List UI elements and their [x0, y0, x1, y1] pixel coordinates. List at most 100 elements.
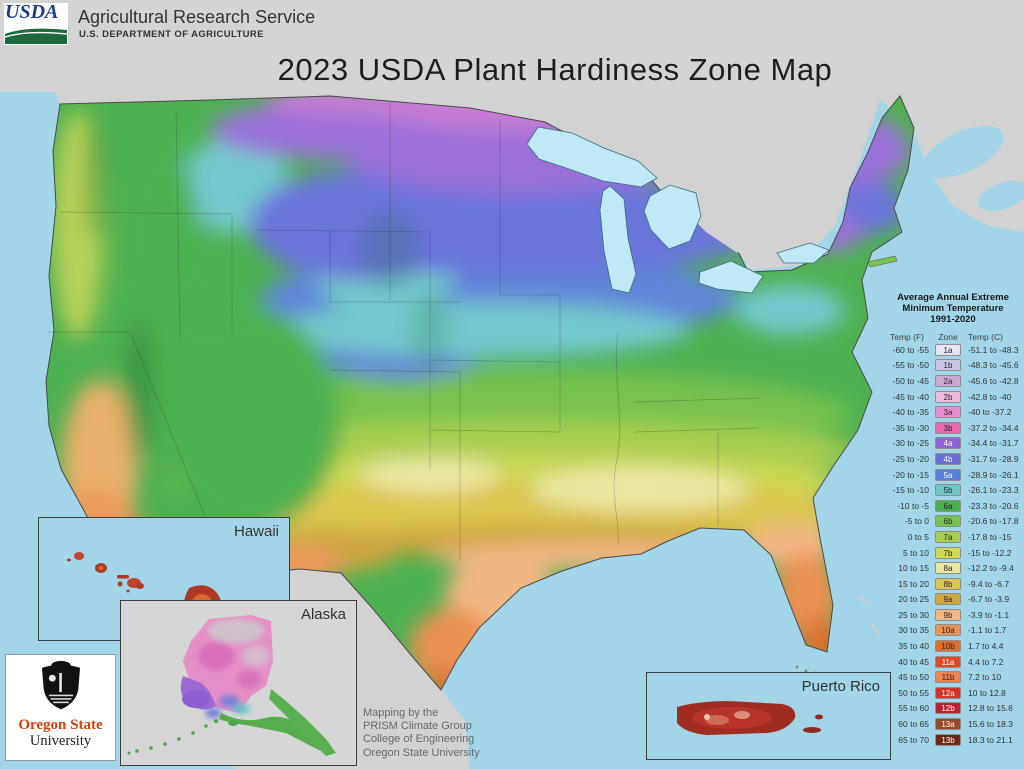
osu-wordmark-line2: University — [29, 733, 92, 749]
legend-temp-c: -17.8 to -15 — [968, 531, 1012, 542]
mapping-credit-line: College of Engineering — [363, 733, 475, 746]
long-island — [867, 255, 898, 268]
zone-legend: Average Annual Extreme Minimum Temperatu… — [882, 292, 1024, 747]
legend-zone-chip: 2a — [935, 374, 961, 387]
legend-temp-c: -37.2 to -34.4 — [968, 422, 1019, 433]
legend-zone-chip: 7a — [935, 530, 961, 543]
legend-temp-c: -9.4 to -6.7 — [968, 578, 1010, 589]
legend-zone-chip: 4b — [935, 452, 961, 465]
legend-zone-chip: 5a — [935, 468, 961, 481]
legend-temp-f: -55 to -50 — [892, 360, 929, 371]
agency-name: Agricultural Research Service — [78, 7, 316, 27]
legend-temp-f: 65 to 70 — [898, 734, 929, 745]
puerto-rico-inset: Puerto Rico — [646, 672, 891, 760]
legend-temp-f: 35 to 40 — [898, 641, 929, 652]
lake-huron — [643, 184, 702, 250]
legend-row: 65 to 70 13b 18.3 to 21.1 — [882, 732, 1024, 748]
legend-temp-f: -30 to -25 — [892, 438, 929, 449]
legend-temp-f: 0 to 5 — [907, 531, 929, 542]
legend-header-row: Temp (F) Zone Temp (C) — [882, 332, 1024, 342]
canada-landmass — [55, 92, 1024, 270]
legend-temp-f: -5 to 0 — [904, 516, 929, 527]
legend-zone-chip: 12a — [935, 686, 961, 699]
legend-col-temp-f: Temp (F) — [890, 332, 924, 342]
legend-temp-c: -23.3 to -20.6 — [968, 500, 1019, 511]
legend-temp-f: -10 to -5 — [897, 500, 929, 511]
department-name: U.S. DEPARTMENT OF AGRICULTURE — [79, 29, 264, 40]
header-strip — [0, 0, 1024, 92]
legend-row: -30 to -25 4a -34.4 to -31.7 — [882, 436, 1024, 452]
legend-temp-c: -42.8 to -40 — [968, 391, 1012, 402]
osu-wordmark-line1: Oregon State — [18, 717, 103, 733]
legend-temp-f: 60 to 65 — [898, 719, 929, 730]
legend-temp-c: -20.6 to -17.8 — [968, 516, 1019, 527]
legend-temp-f: -25 to -20 — [892, 453, 929, 464]
usda-logo-wordmark: USDA — [5, 1, 59, 23]
legend-temp-f: 55 to 60 — [898, 703, 929, 714]
legend-temp-c: -6.7 to -3.9 — [968, 594, 1010, 605]
lake-ontario — [776, 242, 830, 264]
legend-temp-f: 10 to 15 — [898, 563, 929, 574]
legend-temp-f: 40 to 45 — [898, 656, 929, 667]
lake-erie — [698, 260, 764, 294]
legend-temp-f: 20 to 25 — [898, 594, 929, 605]
legend-zone-chip: 10b — [935, 640, 961, 653]
legend-temp-c: -45.6 to -42.8 — [968, 375, 1019, 386]
gulf-of-st-lawrence — [922, 126, 1004, 178]
legend-row: 20 to 25 9a -6.7 to -3.9 — [882, 592, 1024, 608]
legend-temp-f: 25 to 30 — [898, 609, 929, 620]
legend-temp-c: 10 to 12.8 — [968, 687, 1006, 698]
legend-row: -50 to -45 2a -45.6 to -42.8 — [882, 373, 1024, 389]
legend-zone-chip: 3a — [935, 406, 961, 419]
legend-row: 10 to 15 8a -12.2 to -9.4 — [882, 560, 1024, 576]
mapping-credit: Mapping by the PRISM Climate Group Colle… — [363, 707, 480, 760]
legend-row: 35 to 40 10b 1.7 to 4.4 — [882, 638, 1024, 654]
legend-zone-chip: 11b — [935, 671, 961, 684]
mapping-credit-line: Oregon State University — [363, 746, 480, 759]
legend-row: -45 to -40 2b -42.8 to -40 — [882, 389, 1024, 405]
legend-row: 60 to 65 13a 15.6 to 18.3 — [882, 716, 1024, 732]
alaska-label: Alaska — [300, 606, 346, 623]
puerto-rico-label: Puerto Rico — [801, 678, 880, 695]
legend-temp-f: -35 to -30 — [892, 422, 929, 433]
legend-zone-chip: 13a — [935, 718, 961, 731]
lake-superior — [526, 126, 658, 188]
legend-row: -10 to -5 6a -23.3 to -20.6 — [882, 498, 1024, 514]
legend-temp-c: 1.7 to 4.4 — [968, 641, 1004, 652]
legend-temp-c: -15 to -12.2 — [968, 547, 1012, 558]
legend-temp-f: -15 to -10 — [892, 485, 929, 496]
osu-crest-icon — [41, 660, 80, 710]
great-lakes — [526, 126, 830, 294]
legend-row: 50 to 55 12a 10 to 12.8 — [882, 685, 1024, 701]
legend-zone-chip: 1b — [935, 359, 961, 372]
legend-temp-f: -20 to -15 — [892, 469, 929, 480]
legend-zone-chip: 10a — [935, 624, 961, 637]
legend-temp-f: 5 to 10 — [903, 547, 929, 558]
legend-temp-c: 18.3 to 21.1 — [968, 734, 1013, 745]
legend-temp-c: 15.6 to 18.3 — [968, 719, 1013, 730]
legend-temp-f: 45 to 50 — [898, 672, 929, 683]
mapping-credit-line: PRISM Climate Group — [363, 720, 472, 733]
legend-zone-chip: 5b — [935, 484, 961, 497]
legend-row: -60 to -55 1a -51.1 to -48.3 — [882, 342, 1024, 358]
legend-temp-c: -48.3 to -45.6 — [968, 360, 1019, 371]
legend-row: -20 to -15 5a -28.9 to -26.1 — [882, 467, 1024, 483]
legend-zone-chip: 1a — [935, 343, 961, 356]
legend-row: 40 to 45 11a 4.4 to 7.2 — [882, 654, 1024, 670]
puerto-rico-art — [677, 701, 823, 735]
legend-zone-chip: 8b — [935, 577, 961, 590]
legend-temp-f: -40 to -35 — [892, 407, 929, 418]
legend-zone-chip: 6a — [935, 499, 961, 512]
legend-rows: -60 to -55 1a -51.1 to -48.3 -55 to -50 … — [882, 342, 1024, 747]
page-title: 2023 USDA Plant Hardiness Zone Map — [277, 52, 833, 87]
bahamas — [858, 595, 881, 635]
legend-row: 5 to 10 7b -15 to -12.2 — [882, 545, 1024, 561]
legend-row: 45 to 50 11b 7.2 to 10 — [882, 669, 1024, 685]
legend-temp-c: -28.9 to -26.1 — [968, 469, 1019, 480]
legend-title-line: Average Annual Extreme — [897, 292, 1009, 303]
legend-temp-f: -60 to -55 — [892, 344, 929, 355]
legend-row: -25 to -20 4b -31.7 to -28.9 — [882, 451, 1024, 467]
legend-row: 15 to 20 8b -9.4 to -6.7 — [882, 576, 1024, 592]
legend-col-temp-c: Temp (C) — [968, 332, 1003, 342]
legend-temp-f: 50 to 55 — [898, 687, 929, 698]
